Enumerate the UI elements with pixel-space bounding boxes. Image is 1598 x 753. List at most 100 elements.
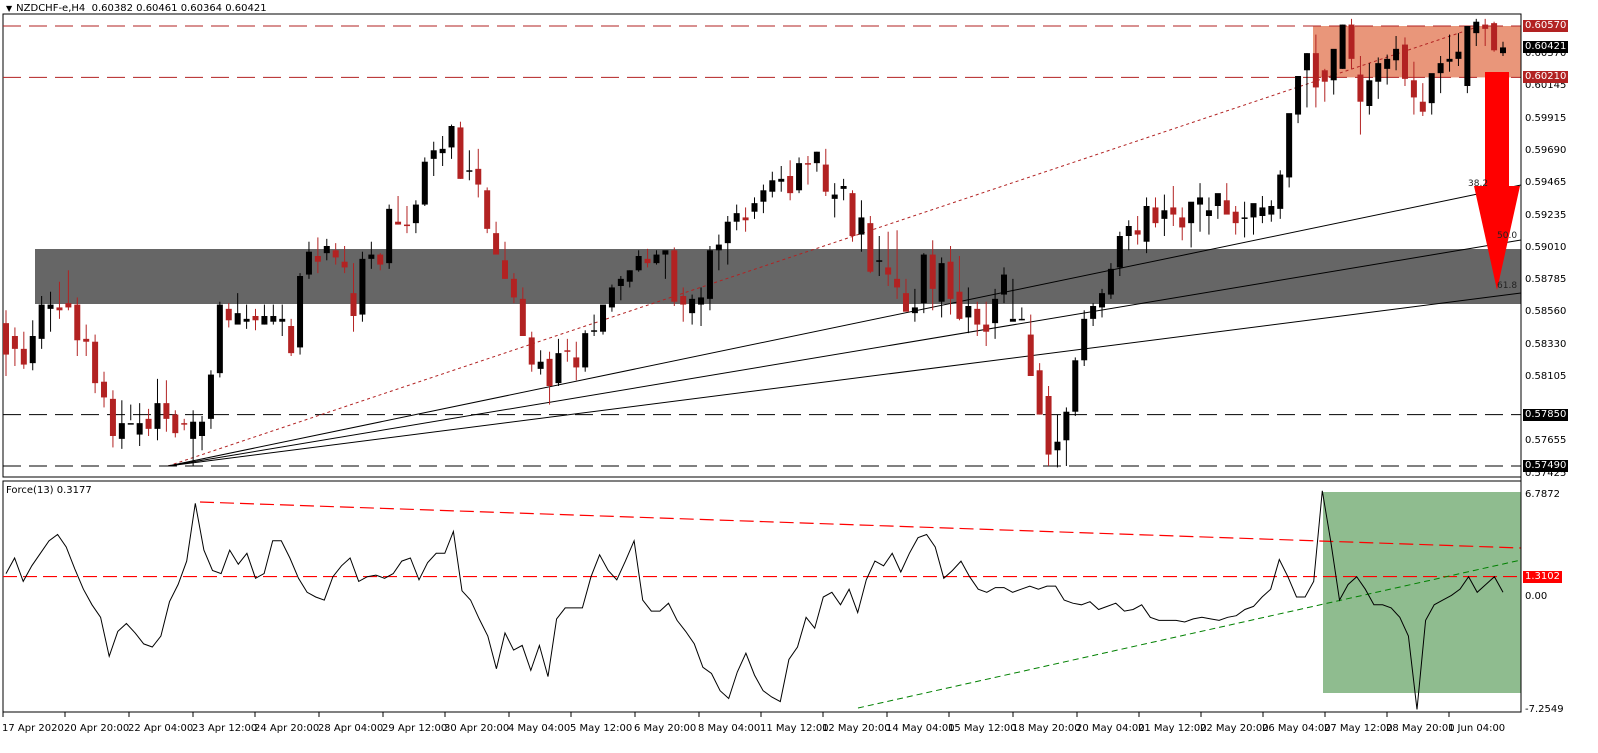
candle-body (617, 278, 624, 286)
price-axis-label: 0.59690 (1525, 144, 1567, 156)
candle-body (1410, 80, 1417, 98)
candle-body (1027, 334, 1034, 376)
candle-body (742, 217, 749, 221)
candle-body (359, 258, 366, 315)
candle-body (564, 350, 571, 352)
indicator-level-tag: 1.3102 (1523, 570, 1562, 583)
down-arrow-icon (1474, 72, 1520, 290)
candle-body (787, 176, 794, 194)
candle-body (1107, 268, 1114, 295)
force-index-line (5, 490, 1504, 710)
candle-body (600, 304, 607, 332)
candle-body (1375, 63, 1382, 82)
candle-body (74, 304, 81, 341)
time-axis-label: 24 Apr 20:00 (254, 723, 320, 734)
candle-body (1348, 24, 1355, 59)
candle-body (1286, 113, 1293, 178)
price-axis-label: 0.58105 (1525, 371, 1567, 383)
fib-fan-line[interactable] (167, 184, 1522, 467)
candle-body (350, 293, 357, 316)
ohlc-values: 0.60382 0.60461 0.60364 0.60421 (91, 3, 267, 14)
candle-body (172, 414, 179, 434)
candle-body (1259, 207, 1266, 216)
candle-body (1134, 230, 1141, 235)
force-resistance-trendline[interactable] (199, 501, 1522, 549)
fib-fan-baseline[interactable] (167, 25, 1481, 467)
candle-body (1143, 206, 1150, 242)
triangle-down-icon[interactable]: ▼ (6, 4, 13, 13)
candle-body (1446, 58, 1453, 62)
candle-body (1161, 210, 1168, 219)
time-axis-label: 26 May 04:00 (1262, 723, 1331, 734)
candle-body (234, 313, 241, 325)
candle-body (430, 150, 437, 159)
candle-body (101, 381, 108, 398)
candle-body (1321, 70, 1328, 82)
chart-title: ▼ NZDCHF-e,H4 0.60382 0.60461 0.60364 0.6… (6, 3, 267, 14)
candle-body (314, 256, 321, 262)
candle-body (252, 316, 259, 321)
candle-body (47, 304, 54, 309)
time-axis-label: 1 Jun 04:00 (1448, 723, 1506, 734)
candle-body (1188, 201, 1195, 224)
candle-body (1312, 53, 1319, 88)
candle-body (698, 297, 705, 305)
candle-body (992, 298, 999, 324)
candle-body (181, 423, 188, 425)
indicator-title: Force(13) 0.3177 (6, 485, 92, 496)
time-axis-label: 30 Apr 20:00 (444, 723, 510, 734)
candle-body (840, 186, 847, 189)
candle-body (3, 323, 9, 355)
candle-body (243, 318, 250, 322)
candle-body (920, 254, 927, 304)
candle-body (439, 148, 446, 154)
price-axis-label: 0.57655 (1525, 435, 1567, 447)
candle-body (65, 303, 72, 308)
candle-body (519, 298, 526, 336)
candle-body (965, 306, 972, 318)
candle-body (1419, 101, 1426, 112)
candle-body (109, 398, 116, 436)
candle-body (1223, 200, 1230, 215)
candle-body (1473, 21, 1480, 34)
price-tag: 0.57490 (1523, 460, 1569, 472)
candle-body (831, 194, 838, 199)
candle-body (1125, 226, 1132, 236)
candle-body (199, 421, 206, 436)
fib-level-label: 50.0 (1497, 231, 1518, 241)
resistance-zone (1313, 26, 1521, 78)
time-axis-label: 12 May 20:00 (822, 723, 891, 734)
candle-body (1330, 48, 1337, 81)
candle-body (1491, 23, 1498, 51)
candle-body (368, 254, 375, 259)
candle-body (733, 213, 740, 222)
candle-body (484, 190, 491, 229)
candle-body (1099, 293, 1106, 308)
candle-body (154, 403, 161, 429)
candle-body (902, 293, 909, 312)
candle-body (760, 190, 767, 202)
candle-body (1054, 441, 1061, 451)
indicator-frame (2, 480, 1522, 713)
candle-body (573, 357, 580, 368)
candle-body (546, 358, 553, 386)
candle-body (635, 256, 642, 271)
time-axis-label: 20 Apr 20:00 (64, 723, 130, 734)
candle-body (1179, 217, 1186, 228)
force-support-trendline[interactable] (857, 559, 1522, 709)
candle-body (190, 421, 197, 439)
price-axis-label: 0.60145 (1525, 79, 1567, 91)
candle-body (279, 318, 286, 322)
candle-body (297, 276, 304, 348)
candle-body (421, 161, 428, 205)
time-axis-label: 29 Apr 12:00 (382, 723, 448, 734)
candle-body (493, 233, 500, 255)
price-axis-label: 0.58330 (1525, 339, 1567, 350)
candle-body (689, 298, 696, 314)
fib-fan-line[interactable] (167, 239, 1522, 467)
candle-body (29, 336, 36, 364)
fib-fan-line[interactable] (167, 292, 1522, 467)
candle-body (1197, 197, 1204, 205)
candle-body (1116, 236, 1123, 268)
candle-body (1482, 24, 1489, 29)
